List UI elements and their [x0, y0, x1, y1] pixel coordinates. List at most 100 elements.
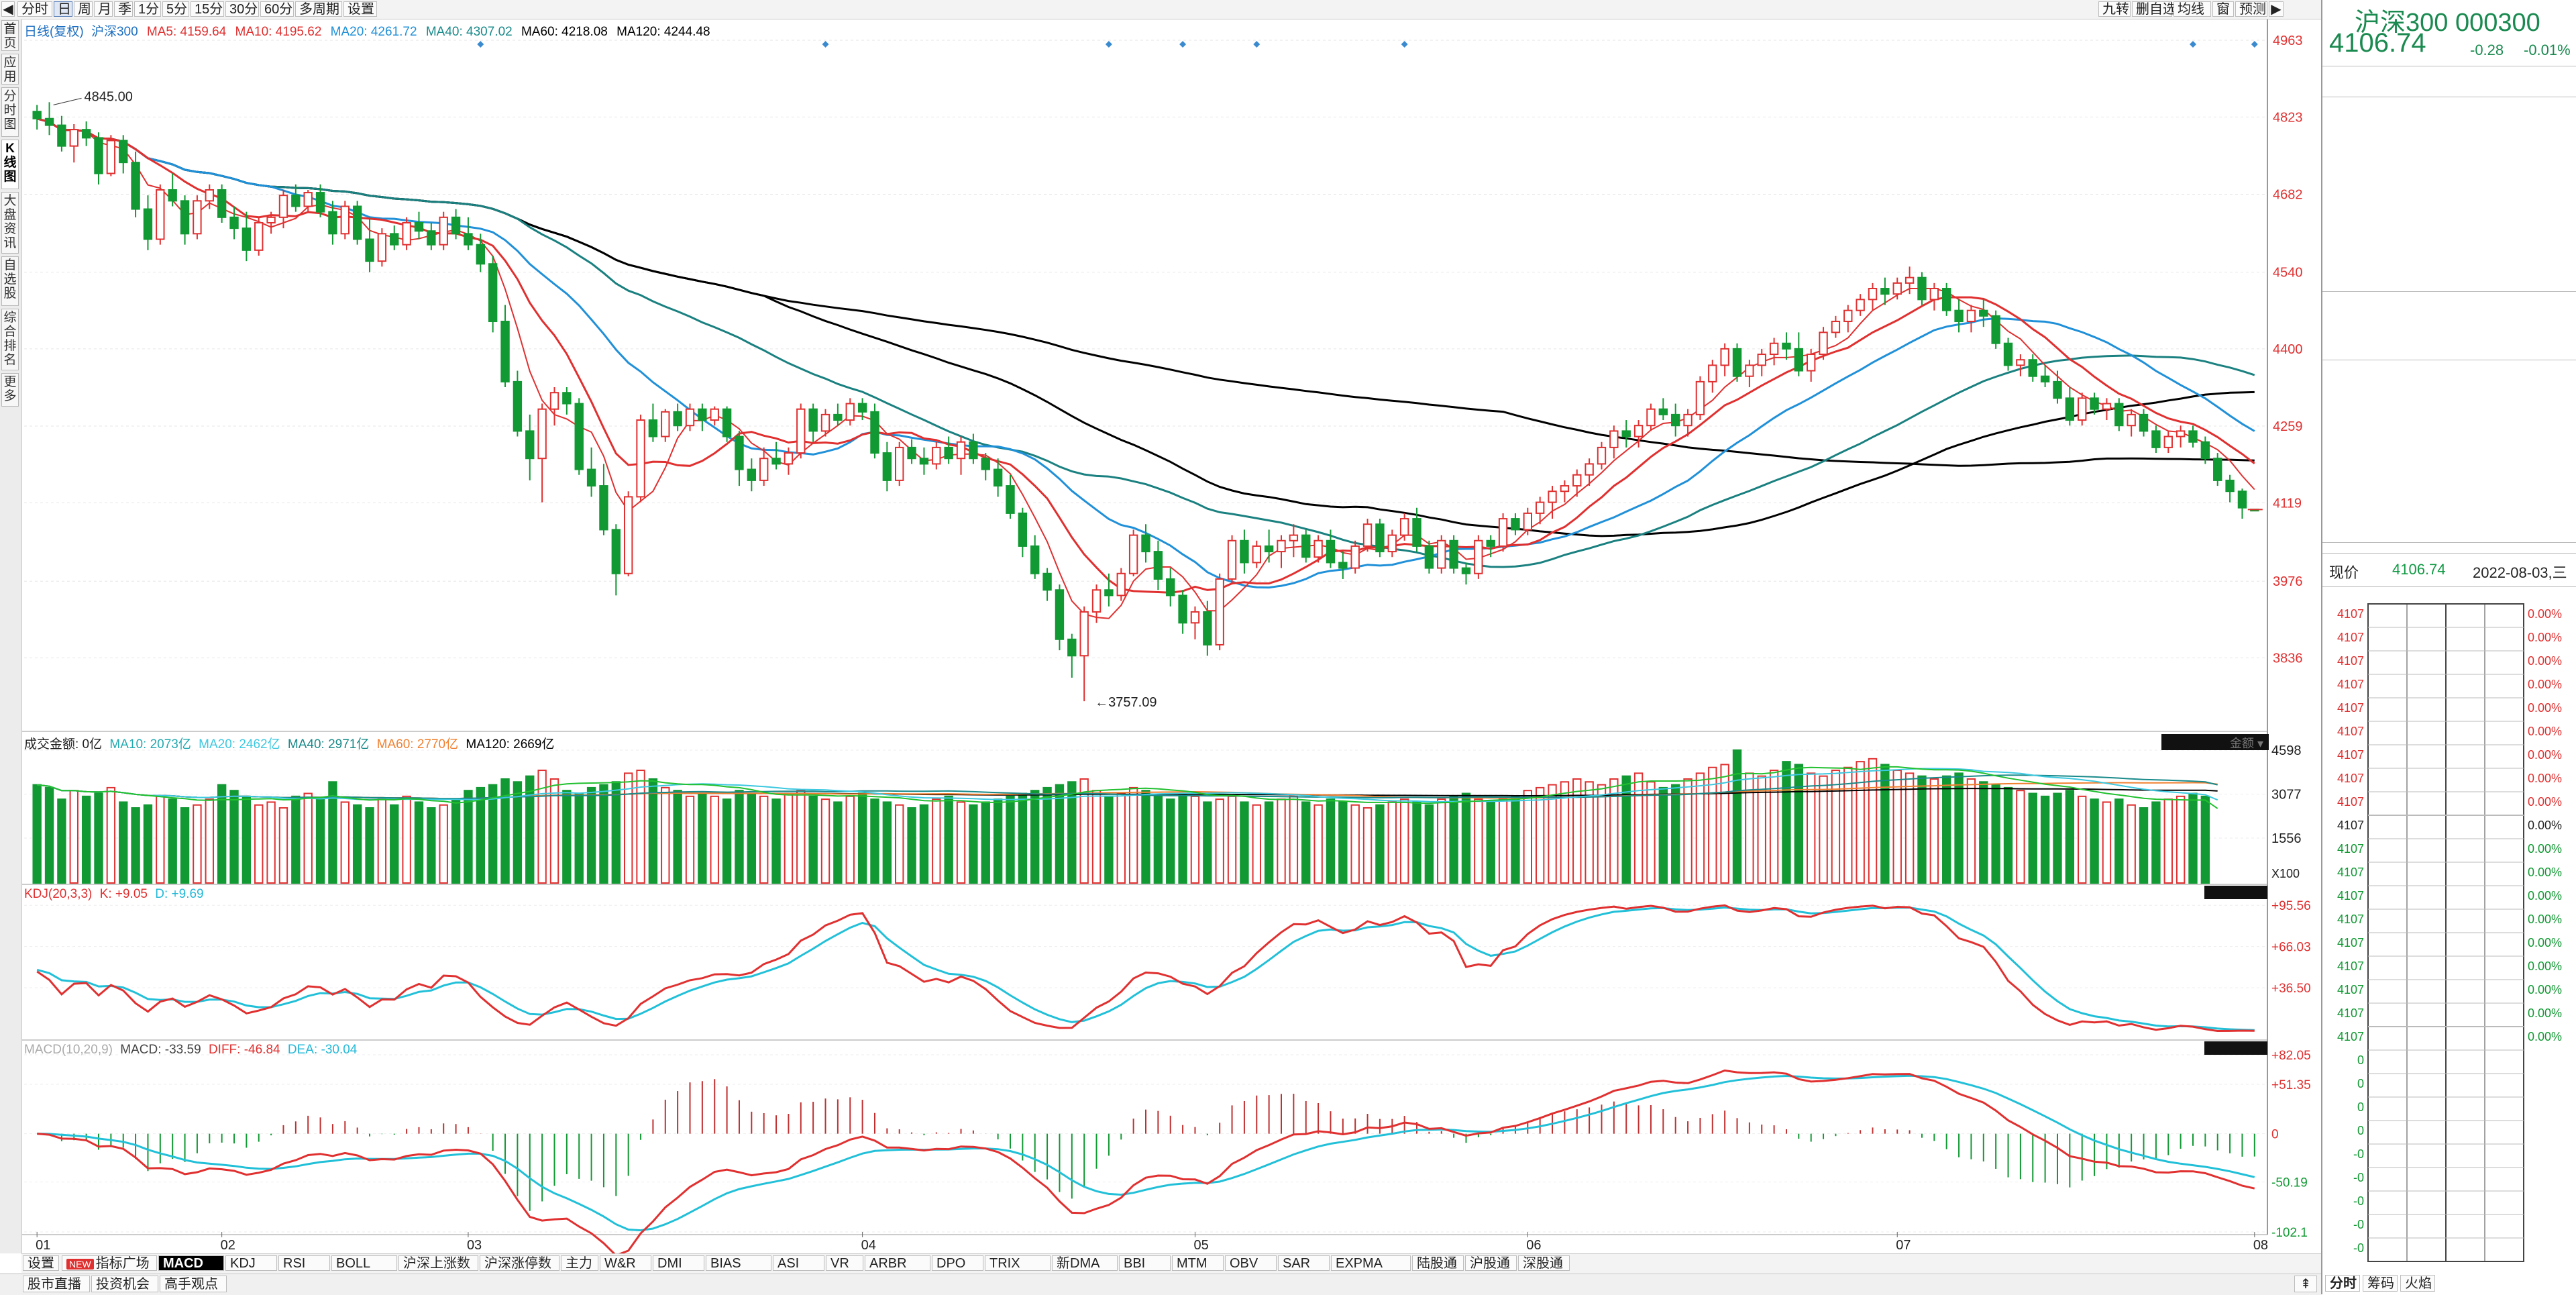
tool-btn-2[interactable]: 均线	[2174, 1, 2211, 17]
indicator-tab-19[interactable]: OBV	[1225, 1255, 1277, 1271]
left-tab-2[interactable]: 分时图	[1, 87, 19, 137]
indicator-tab-9[interactable]: DMI	[653, 1255, 704, 1271]
indicator-tab-13[interactable]: ARBR	[865, 1255, 930, 1271]
tool-btn-3[interactable]: 窗	[2212, 1, 2234, 17]
indicator-tab-24[interactable]: 深股通	[1518, 1255, 1570, 1271]
amount-bar-153	[1917, 775, 1927, 884]
rp-tab-2[interactable]: 火焰	[2400, 1275, 2435, 1292]
candle-body-156	[1954, 309, 1964, 323]
indicator-tab-15[interactable]: TRIX	[985, 1255, 1051, 1271]
amount-bar-109	[1375, 804, 1385, 884]
period-btn-8[interactable]: 30分	[225, 1, 259, 17]
tool-btn-0[interactable]: 九转	[2098, 1, 2131, 17]
indicator-tab-18[interactable]: MTM	[1172, 1255, 1224, 1271]
period-btn-10[interactable]: 多周期	[295, 1, 342, 17]
quote-price: 4106.74	[2329, 28, 2426, 58]
amount-bar-51	[661, 786, 670, 884]
indicator-tab-17[interactable]: BBI	[1119, 1255, 1171, 1271]
period-btn-7[interactable]: 15分	[191, 1, 224, 17]
left-tab-1[interactable]: 应用	[1, 54, 19, 85]
indicator-tab-11[interactable]: ASI	[773, 1255, 824, 1271]
indicator-tab-7[interactable]: 主力	[561, 1255, 598, 1271]
amount-mode-dropdown[interactable]: 金额 ▾	[2161, 734, 2269, 750]
indicator-tab-12[interactable]: VR	[826, 1255, 863, 1271]
mini-right-label-8: 0.00%	[2528, 795, 2562, 809]
depth-row-0	[2326, 357, 2575, 386]
amount-bar-126	[1585, 781, 1594, 884]
left-tab-6[interactable]: 综合排名	[1, 309, 19, 370]
amount-bar-54	[698, 792, 707, 884]
candle-body-163	[2040, 375, 2050, 382]
candle-body-86	[1091, 589, 1102, 613]
indicator-tab-14[interactable]: DPO	[932, 1255, 983, 1271]
indicator-tab-10[interactable]: BIAS	[706, 1255, 771, 1271]
period-btn-0[interactable]: 分时	[17, 1, 52, 17]
indicator-tab-1[interactable]: MACD	[158, 1255, 224, 1271]
rp-tab-0[interactable]: 分时	[2325, 1275, 2360, 1292]
period-btn-9[interactable]: 60分	[260, 1, 294, 17]
indicator-tab-22[interactable]: 陆股通	[1412, 1255, 1464, 1271]
candle-body-162	[2028, 359, 2037, 377]
collapse-left-button[interactable]: ◀	[1, 1, 15, 17]
candle-body-95	[1203, 611, 1212, 645]
scroll-top-icon[interactable]: ⇞	[2294, 1276, 2317, 1292]
period-btn-4[interactable]: 季	[114, 1, 133, 17]
period-btn-6[interactable]: 5分	[162, 1, 189, 17]
indicator-tab-4[interactable]: BOLL	[331, 1255, 397, 1271]
kdj-mode-badge	[2204, 886, 2267, 899]
bottom-tab-1[interactable]: 投资机会	[91, 1276, 158, 1292]
candle-body-80	[1018, 512, 1028, 547]
period-btn-1[interactable]: 日	[54, 1, 72, 17]
left-tab-7[interactable]: 更多	[1, 373, 19, 407]
amount-bar-16	[229, 790, 239, 884]
amount-bar-134	[1683, 778, 1693, 884]
period-btn-2[interactable]: 周	[74, 1, 93, 17]
amount-bar-143	[1794, 764, 1804, 884]
amount-bar-29	[390, 804, 399, 884]
indicator-tab-8[interactable]: W&R	[600, 1255, 651, 1271]
vol-ma60-legend: MA60: 2770亿	[376, 737, 459, 752]
mini-left-label-1: 4107	[2337, 631, 2364, 644]
left-tab-5[interactable]: 自选股	[1, 256, 19, 306]
indicator-settings-button[interactable]: 设置	[23, 1255, 59, 1271]
rp-tab-1[interactable]: 筹码	[2363, 1275, 2398, 1292]
candle-body-77	[981, 458, 990, 470]
amount-bar-60	[771, 798, 781, 884]
indicator-tab-16[interactable]: 新DMA	[1052, 1255, 1118, 1271]
mini-right-label-3: 0.00%	[2528, 678, 2562, 691]
period-btn-3[interactable]: 月	[94, 1, 113, 17]
candle-body-29	[390, 233, 399, 246]
indicator-tab-21[interactable]: EXPMA	[1331, 1255, 1411, 1271]
period-btn-11[interactable]: 设置	[343, 1, 377, 17]
bottom-tab-0[interactable]: 股市直播	[23, 1276, 90, 1292]
tool-btn-1[interactable]: 删自选	[2132, 1, 2176, 17]
period-btn-5[interactable]: 1分	[134, 1, 161, 17]
indicator-tab-0[interactable]: NEW 指标广场	[62, 1255, 157, 1271]
amount-tick-1: 3077	[2271, 787, 2302, 802]
collapse-right-button[interactable]: ▶	[2269, 1, 2284, 17]
left-tab-0[interactable]: 首页	[1, 20, 19, 51]
left-tab-3[interactable]: K线图	[1, 140, 19, 189]
left-tab-4[interactable]: 大盘资讯	[1, 192, 19, 254]
candle-body-101	[1277, 539, 1286, 553]
amount-bar-1	[44, 786, 54, 884]
indicator-tab-5[interactable]: 沪深上涨数	[398, 1255, 478, 1271]
tool-btn-4[interactable]: 预测	[2235, 1, 2267, 17]
macd-value: MACD: -33.59	[120, 1043, 201, 1057]
candle-body-148	[1856, 299, 1865, 311]
bottom-tab-2[interactable]: 高手观点	[160, 1276, 227, 1292]
amount-bar-76	[969, 804, 978, 884]
mini-intraday-chart[interactable]: 4107 4107 4107 4107 4107 4107 4107 4107 4107 4107…	[2322, 590, 2576, 1275]
candle-body-84	[1067, 638, 1077, 657]
amount-bar-160	[2003, 786, 2013, 884]
amount-bar-79	[1006, 795, 1015, 884]
kline-chart[interactable]: 4963 4823 4682 4540 4400 4259 4119 3976 3836 4845…	[0, 0, 2321, 1253]
month-label-7: 08	[2253, 1238, 2268, 1253]
indicator-tab-2[interactable]: KDJ	[225, 1255, 277, 1271]
amount-bar-132	[1658, 786, 1668, 884]
indicator-tab-20[interactable]: SAR	[1278, 1255, 1330, 1271]
indicator-tab-6[interactable]: 沪深涨停数	[480, 1255, 559, 1271]
indicator-tab-3[interactable]: RSI	[278, 1255, 330, 1271]
amount-bar-68	[870, 798, 879, 884]
indicator-tab-23[interactable]: 沪股通	[1465, 1255, 1517, 1271]
